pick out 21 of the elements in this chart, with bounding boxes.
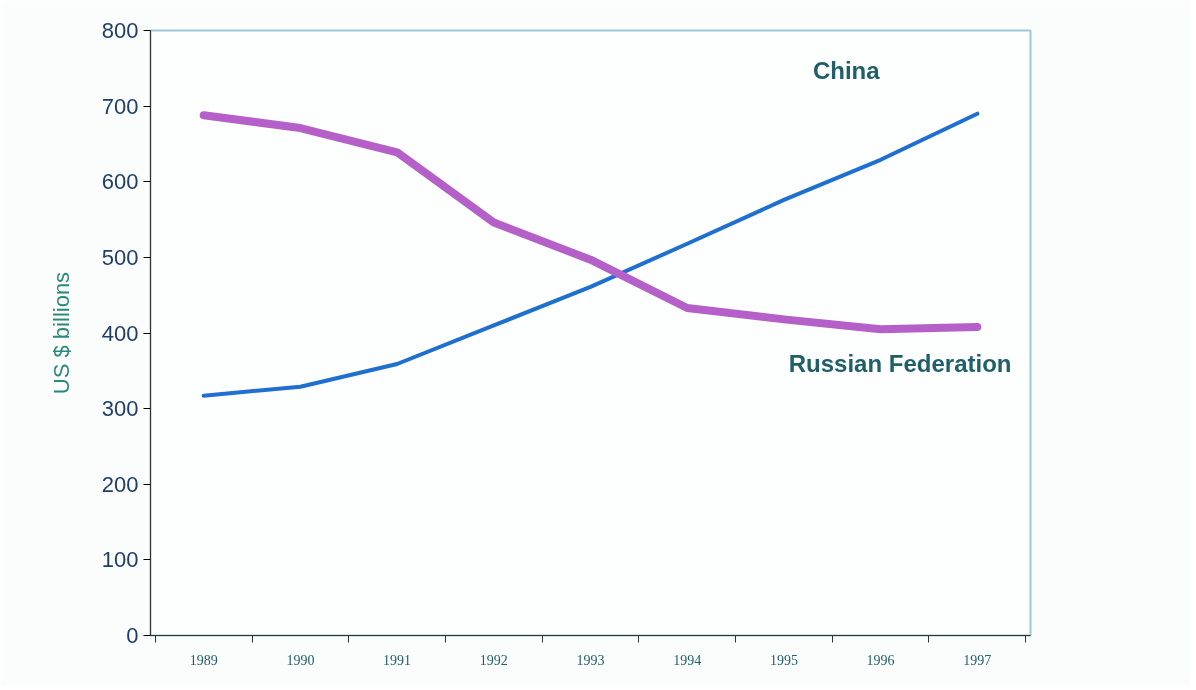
y-tick-label: 800 <box>101 18 139 43</box>
x-tick-label: 1994 <box>673 652 702 668</box>
y-tick-label: 300 <box>101 396 139 422</box>
y-axis-title: US $ billions <box>48 271 74 395</box>
y-tick-label: 0 <box>126 623 139 648</box>
y-tick-label: 200 <box>101 471 139 497</box>
x-tick-label: 1989 <box>189 652 218 668</box>
y-tick-label: 600 <box>101 169 139 195</box>
x-tick-label: 1992 <box>479 652 508 668</box>
x-tick-label: 1996 <box>866 652 895 668</box>
y-tick-label: 700 <box>101 93 139 119</box>
x-tick-label: 1993 <box>576 652 605 668</box>
x-tick-label: 1995 <box>769 652 798 668</box>
x-tick-label: 1997 <box>963 652 992 668</box>
series-label: Russian Federation <box>788 349 1012 377</box>
y-tick-label: 500 <box>101 244 139 270</box>
y-tick-label: 100 <box>101 547 139 573</box>
x-tick-label: 1990 <box>286 652 315 668</box>
y-tick-label: 400 <box>101 320 139 346</box>
text: China <box>812 56 881 84</box>
x-tick-label: 1991 <box>383 652 412 668</box>
